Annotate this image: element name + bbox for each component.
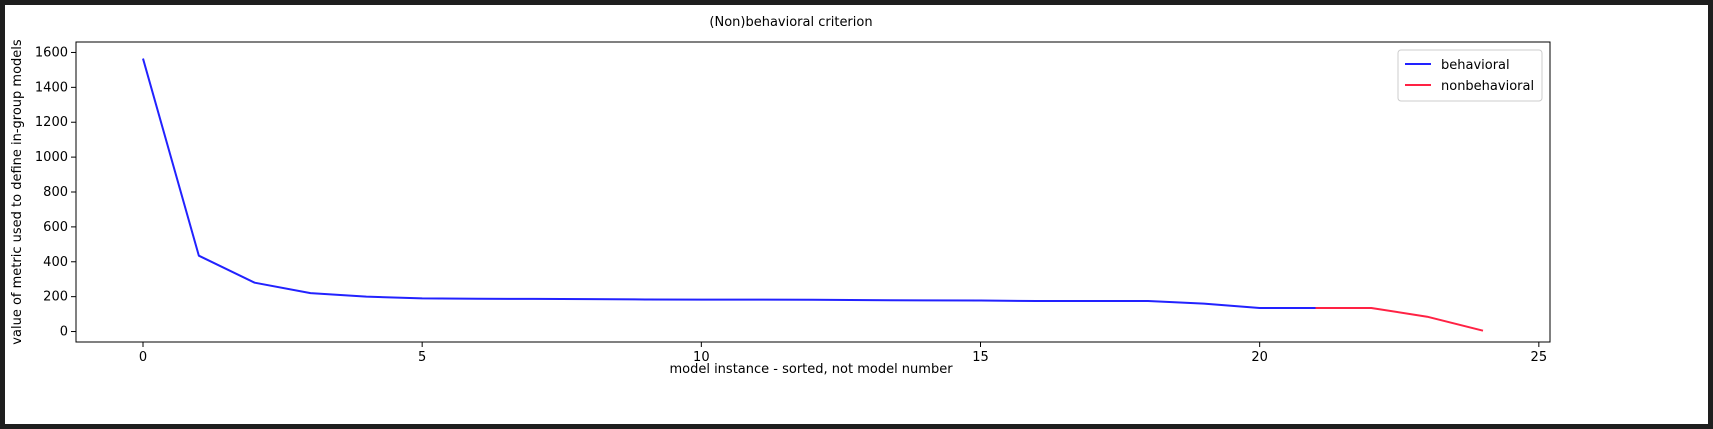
y-tick-label: 400 <box>43 255 68 270</box>
series-line-nonbehavioral <box>1315 306 1484 332</box>
y-tick-label: 1600 <box>35 45 68 60</box>
plot-area <box>75 41 1551 343</box>
chart-frame: (Non)behavioral criterion 0 200 400 600 800 1… <box>5 5 1708 424</box>
legend-label-nonbehavioral: nonbehavioral <box>1441 79 1534 94</box>
line-chart: (Non)behavioral criterion 02004006008001… <box>10 15 1551 377</box>
legend-box <box>1397 49 1543 102</box>
y-axis: 0 200 400 600 800 1000 1200 1400 1600 <box>35 45 76 340</box>
y-tick-label: 1000 <box>35 150 68 165</box>
y-tick-label: 1400 <box>35 80 68 95</box>
x-tick-label: 15 <box>972 350 989 365</box>
y-tick-label: 800 <box>43 185 68 200</box>
x-tick-label: 5 <box>418 350 426 365</box>
chart-title: (Non)behavioral criterion <box>709 15 872 30</box>
y-tick-label: 600 <box>43 220 68 235</box>
x-axis: 0 5 10 15 20 25 <box>139 342 1547 365</box>
series-lines <box>142 58 1484 332</box>
y-axis-label: value of metric used to define in-group … <box>10 39 25 345</box>
legend: behavioral nonbehavioral <box>1397 49 1543 102</box>
y-tick-label: 200 <box>43 290 68 305</box>
series-line-behavioral <box>142 58 1316 309</box>
x-tick-label: 20 <box>1251 350 1268 365</box>
y-tick-label: 1200 <box>35 115 68 130</box>
x-tick-label: 25 <box>1531 350 1548 365</box>
y-tick-label: 0 <box>60 325 68 340</box>
x-tick-label: 0 <box>139 350 147 365</box>
legend-label-behavioral: behavioral <box>1441 58 1510 73</box>
x-tick-label: 10 <box>693 350 710 365</box>
x-axis-label: model instance - sorted, not model numbe… <box>669 362 953 377</box>
